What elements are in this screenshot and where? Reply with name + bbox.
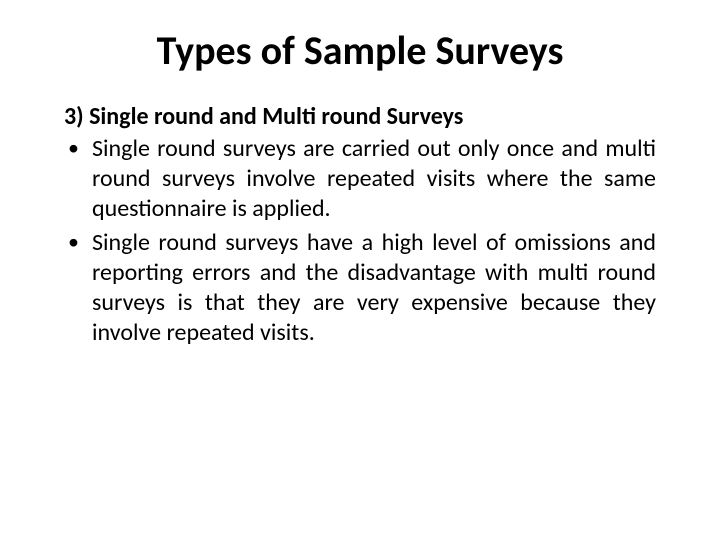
bullet-list: Single round surveys are carried out onl… <box>64 134 656 348</box>
subheading: 3) Single round and Multi round Surveys <box>64 102 656 132</box>
list-item: Single round surveys are carried out onl… <box>64 134 656 224</box>
slide-title: Types of Sample Surveys <box>64 28 656 74</box>
slide: Types of Sample Surveys 3) Single round … <box>0 0 720 540</box>
list-item: Single round surveys have a high level o… <box>64 228 656 348</box>
